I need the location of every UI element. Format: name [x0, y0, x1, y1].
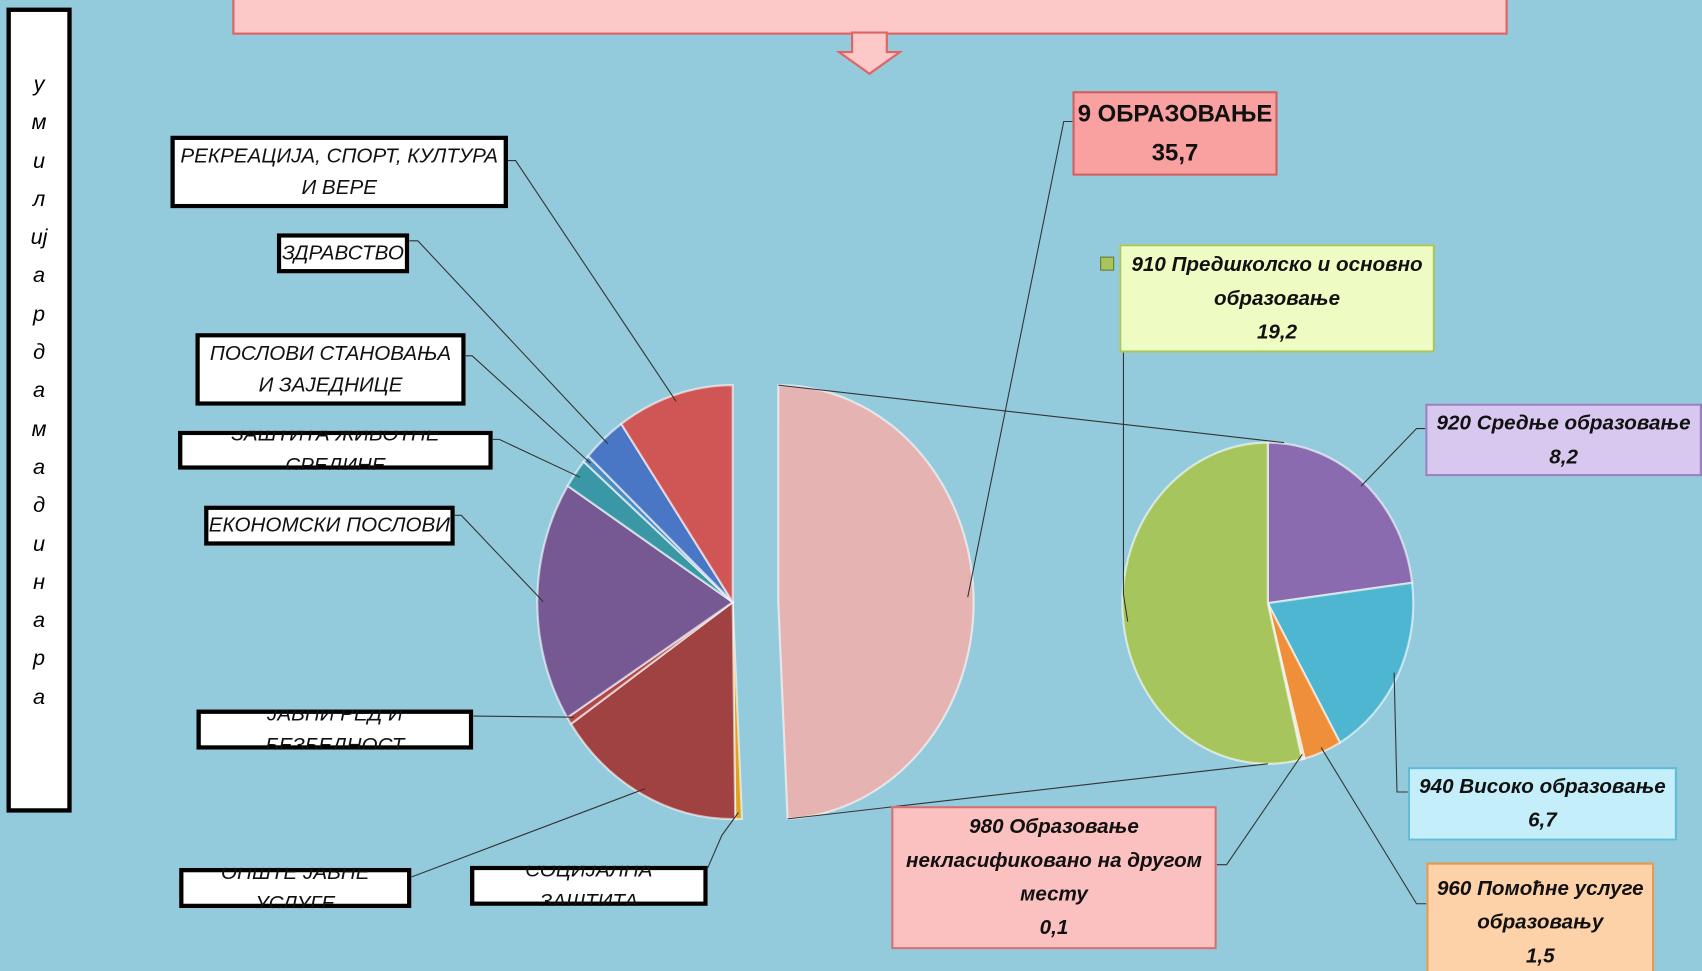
label-box: 9 ОБРАЗОВАЊЕ 35,7 — [1072, 91, 1278, 176]
category-label: 940 Високо образовање — [1419, 775, 1666, 799]
category-label: 960 Помоћне услуге образовању — [1436, 877, 1644, 934]
category-label: ЗДРАВСТВО — [282, 241, 404, 265]
pie-slice — [1266, 581, 1415, 745]
category-label: РЕКРЕАЦИЈА, СПОРТ, КУЛТУРА И ВЕРЕ — [180, 144, 499, 200]
category-label: ПОСЛОВИ СТАНОВАЊА И ЗАЈЕДНИЦЕ — [209, 342, 452, 397]
label-box: ПОСЛОВИ СТАНОВАЊА И ЗАЈЕДНИЦЕ — [195, 333, 466, 406]
value-label: 6,7 — [1528, 809, 1557, 833]
leader-line — [967, 120, 1073, 598]
category-label: 920 Средње образовање — [1436, 411, 1691, 435]
label-box: ЗДРАВСТВО — [276, 233, 410, 274]
unit-label: у милијардама динара — [30, 72, 52, 710]
leader-line — [1216, 753, 1303, 866]
label-frame: 980 Образовање некласификовано на другом… — [891, 806, 1217, 950]
leader-line — [1360, 427, 1426, 487]
label-box: 980 Образовање некласификовано на другом… — [891, 806, 1217, 950]
leader-line — [454, 514, 544, 603]
value-label: 0,1 — [1039, 916, 1069, 940]
pie-slice — [569, 599, 737, 821]
category-label: 9 ОБРАЗОВАЊЕ — [1077, 99, 1273, 127]
label-box: ЗАШТИТА ЖИВОТНЕ СРЕДИНЕ — [178, 430, 493, 470]
label-frame: 920 Средње образовање 8,2 — [1425, 403, 1702, 477]
category-label: 910 Предшколско и основно образовање — [1131, 253, 1423, 310]
leader-line — [411, 788, 646, 878]
label-box: 910 Предшколско и основно образовање 19,2 — [1119, 244, 1435, 353]
label-frame: ОПШТЕ ЈАВНЕ УСЛУГЕ — [179, 867, 412, 909]
value-label: 8,2 — [1549, 445, 1578, 469]
label-frame: 9 ОБРАЗОВАЊЕ 35,7 — [1072, 91, 1278, 176]
label-frame: ПОСЛОВИ СТАНОВАЊА И ЗАЈЕДНИЦЕ — [195, 333, 466, 406]
category-label: 980 Образовање некласификовано на другом… — [906, 815, 1202, 906]
category-label: ЕКОНОМСКИ ПОСЛОВИ — [208, 514, 451, 538]
label-frame: СОЦИЈАЛНА ЗАШТИТА — [470, 865, 708, 906]
value-label: 35,7 — [1151, 138, 1199, 166]
label-frame: 960 Помоћне услуге образовању 1,5 — [1426, 862, 1655, 971]
category-label: СОЦИЈАЛНА ЗАШТИТА — [525, 865, 653, 906]
label-frame: РЕКРЕАЦИЈА, СПОРТ, КУЛТУРА И ВЕРЕ — [170, 135, 508, 209]
label-box: 940 Високо образовање 6,7 — [1407, 767, 1678, 841]
label-frame: 910 Предшколско и основно образовање 19,2 — [1119, 244, 1435, 353]
label-frame: ЕКОНОМСКИ ПОСЛОВИ — [204, 505, 455, 546]
leader-line — [492, 438, 581, 478]
pie-slice — [619, 384, 734, 606]
leader-line — [1320, 747, 1427, 905]
label-frame: ЈАВНИ РЕД И БЕЗБЕДНОСТ — [196, 709, 474, 750]
label-frame: 940 Високо образовање 6,7 — [1407, 767, 1678, 841]
leader-line — [707, 812, 739, 869]
label-box: 920 Средње образовање 8,2 — [1425, 403, 1702, 477]
connector — [787, 763, 1268, 820]
label-box: ЈАВНИ РЕД И БЕЗБЕДНОСТ — [196, 709, 474, 750]
leader-line — [409, 240, 609, 445]
arrow — [835, 31, 904, 76]
pie-slice — [777, 384, 975, 821]
label-box: СОЦИЈАЛНА ЗАШТИТА — [470, 865, 708, 906]
label-box: РЕКРЕАЦИЈА, СПОРТ, КУЛТУРА И ВЕРЕ — [170, 135, 508, 209]
label-frame: ЗАШТИТА ЖИВОТНЕ СРЕДИНЕ — [178, 430, 493, 470]
category-label: ЗАШТИТА ЖИВОТНЕ СРЕДИНЕ — [231, 430, 440, 470]
category-label: ЈАВНИ РЕД И БЕЗБЕДНОСТ — [265, 709, 405, 750]
pie-slice — [1121, 441, 1304, 765]
leader-line — [507, 160, 677, 402]
label-box: ОПШТЕ ЈАВНЕ УСЛУГЕ — [179, 867, 412, 909]
leader-line — [465, 355, 591, 464]
label-box: 960 Помоћне услуге образовању 1,5 — [1426, 862, 1655, 971]
leader-line — [473, 715, 575, 718]
connector — [778, 384, 1285, 444]
value-label: 1,5 — [1525, 944, 1555, 968]
label-frame: ЗДРАВСТВО — [276, 233, 410, 274]
leader-line — [1393, 672, 1408, 793]
pie-slice — [536, 484, 735, 720]
value-label: 19,2 — [1256, 320, 1298, 344]
unit-box — [6, 7, 72, 813]
unit-label-box: у милијардама динара — [30, 72, 52, 710]
label-box: ЕКОНОМСКИ ПОСЛОВИ — [204, 505, 455, 546]
legend-key — [1100, 256, 1115, 271]
category-label: ОПШТЕ ЈАВНЕ УСЛУГЕ — [220, 867, 370, 909]
banner — [232, 0, 1508, 35]
leader-line — [1122, 352, 1129, 622]
